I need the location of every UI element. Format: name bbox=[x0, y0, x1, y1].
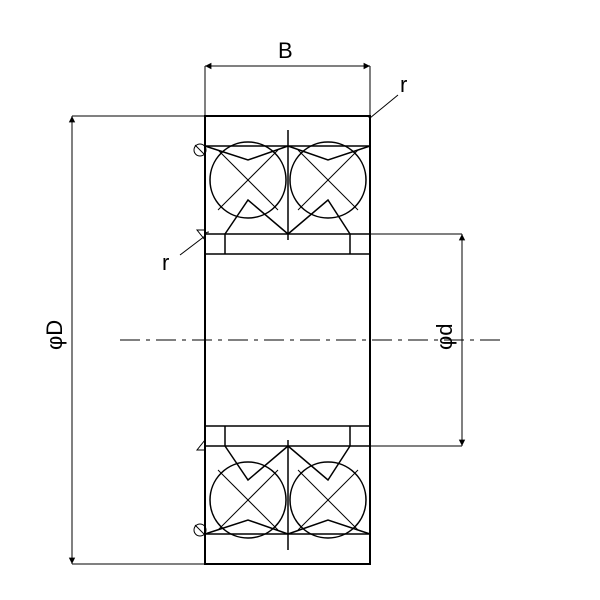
svg-text:r: r bbox=[162, 250, 169, 275]
label-B: B bbox=[278, 38, 293, 63]
label-r-top: r bbox=[370, 72, 407, 118]
bearing-cross-section-diagram: B φD φd r r bbox=[0, 0, 600, 600]
ball-bot-left bbox=[210, 462, 286, 538]
ball-top-left bbox=[210, 142, 286, 218]
ball-top-right bbox=[290, 142, 366, 218]
dim-B: B bbox=[205, 38, 370, 116]
label-r-mid: r bbox=[162, 236, 205, 275]
label-d: φd bbox=[432, 323, 457, 350]
label-D: φD bbox=[42, 320, 67, 350]
ball-bot-right bbox=[290, 462, 366, 538]
svg-text:r: r bbox=[400, 72, 407, 97]
